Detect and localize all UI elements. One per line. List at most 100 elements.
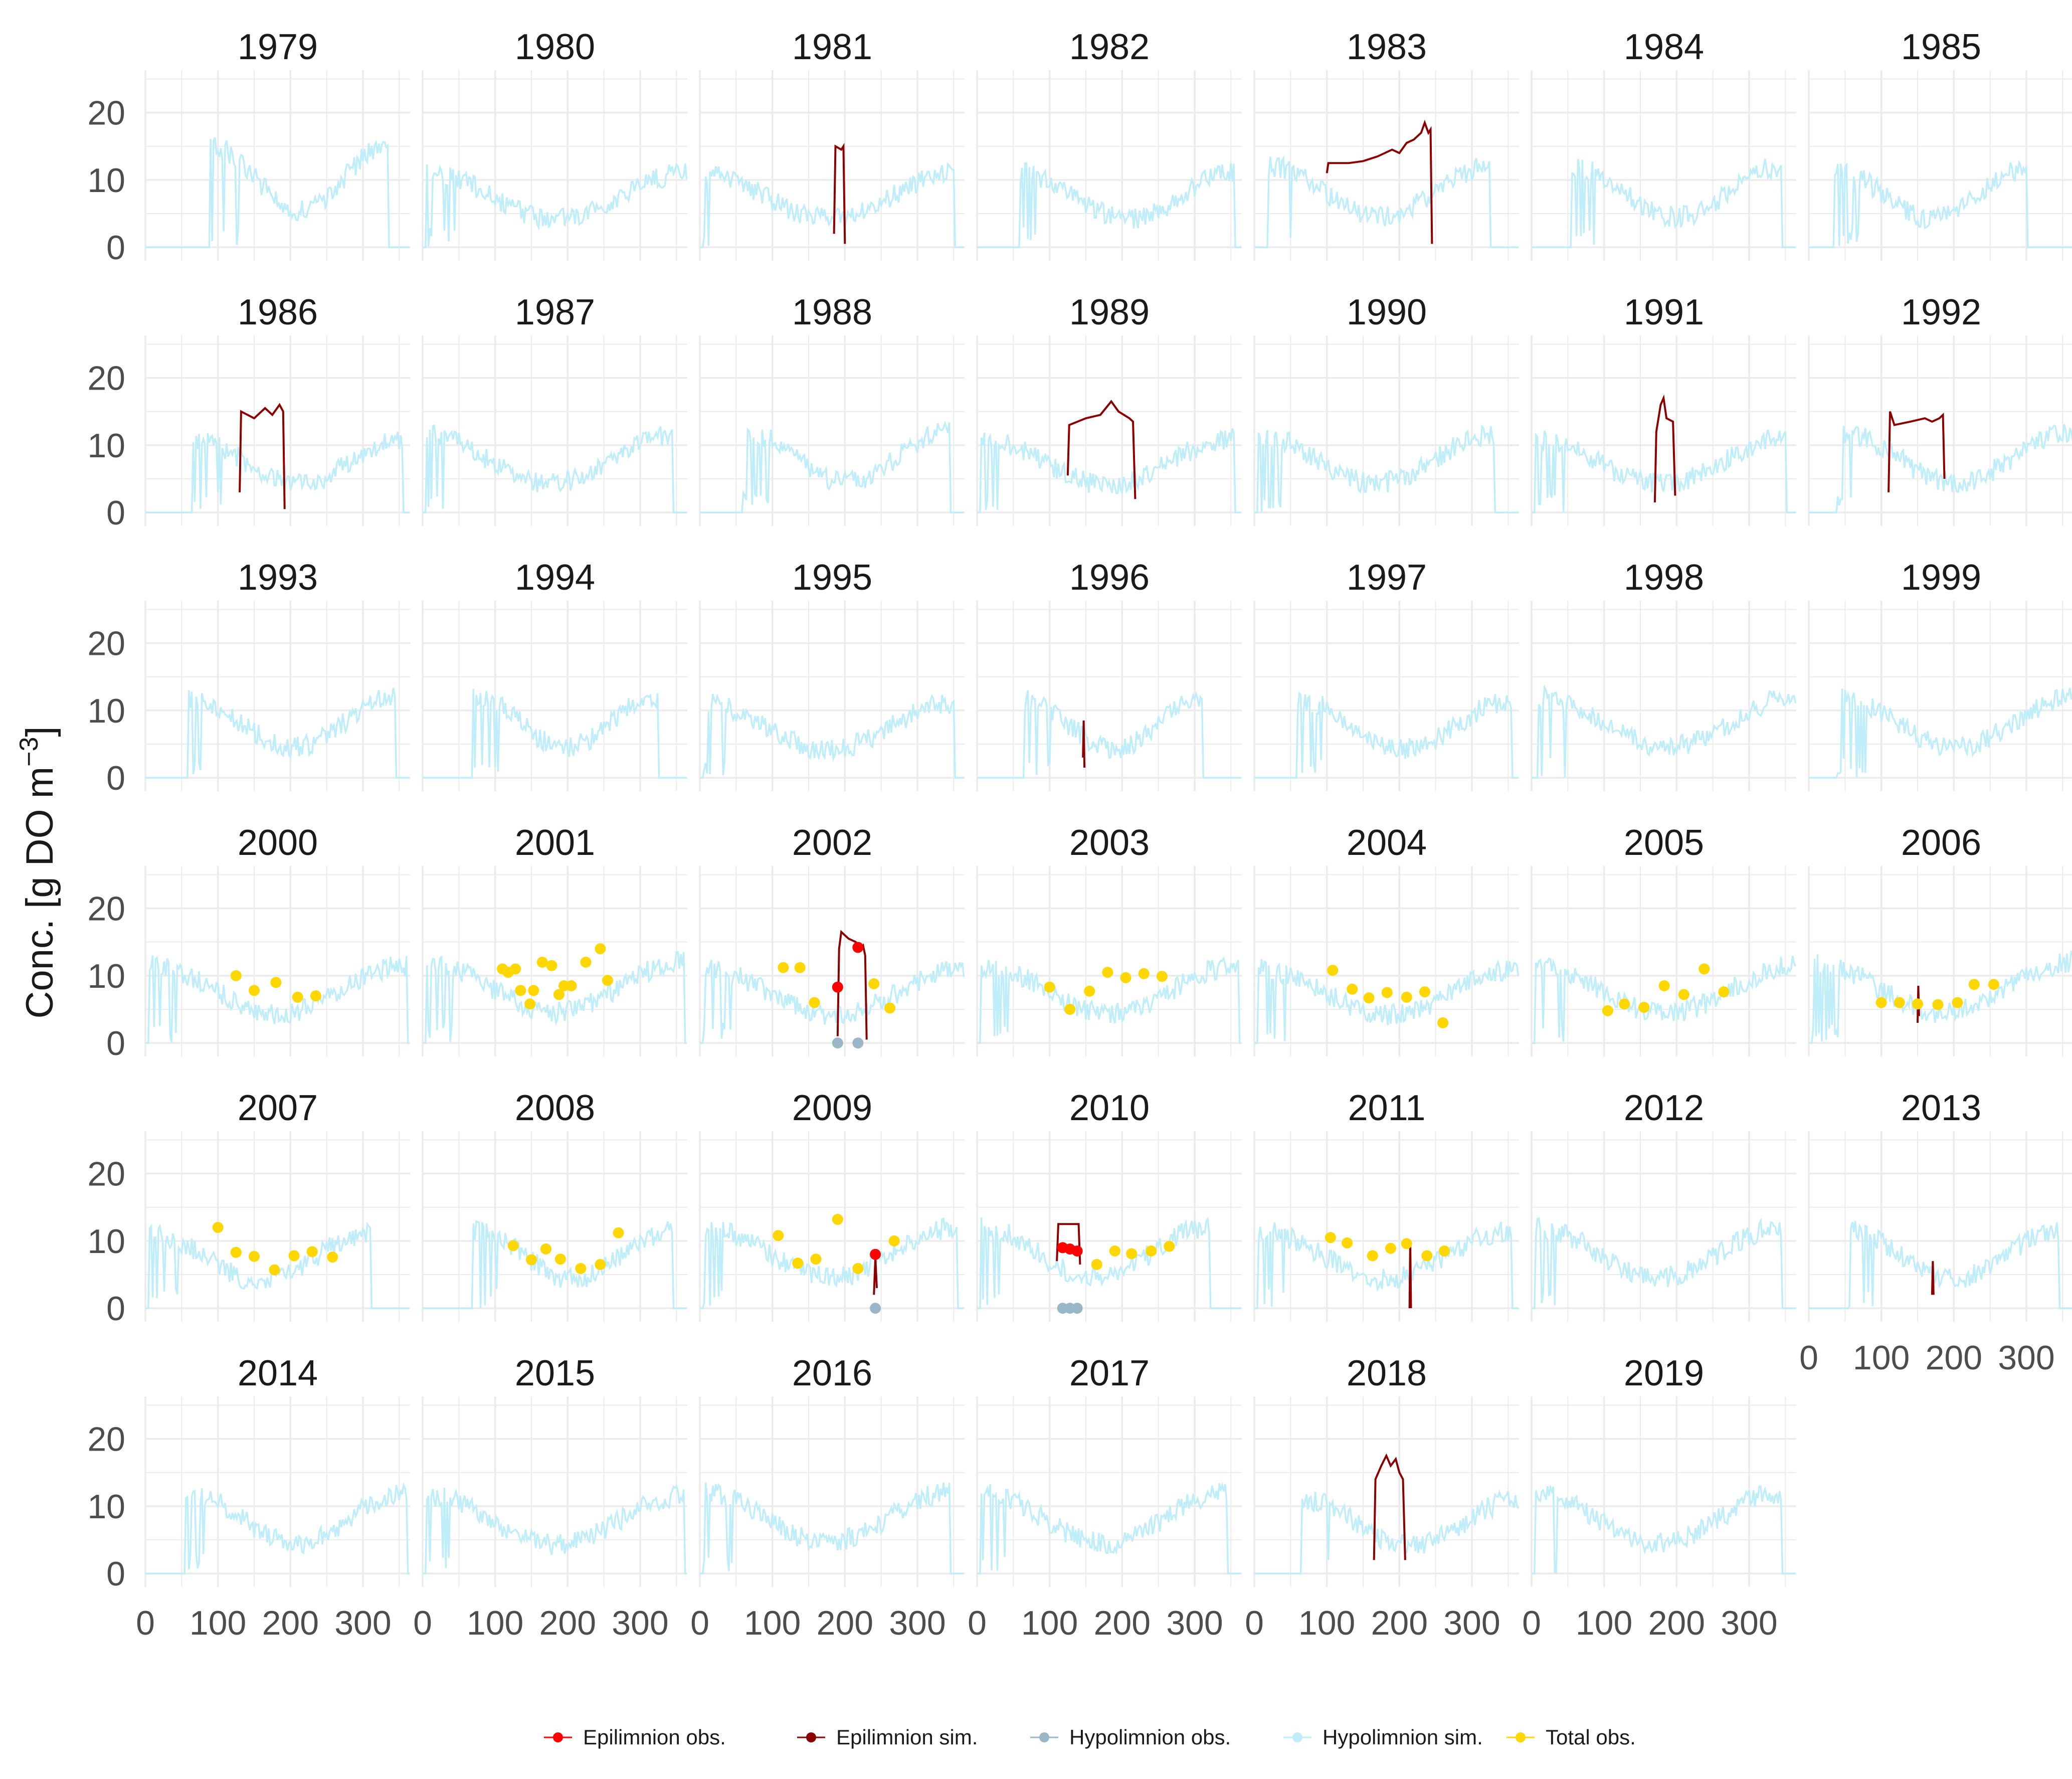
x-tick-label: 200 (262, 1604, 319, 1642)
hypolimnion-sim-line (1532, 956, 1797, 1044)
epilimnion-obs-point (1071, 1246, 1083, 1257)
total-obs-point (1894, 997, 1905, 1008)
total-obs-point (868, 978, 880, 989)
facet-title-1995: 1995 (792, 558, 872, 598)
y-tick-label: 10 (87, 1488, 125, 1526)
total-obs-point (1091, 1259, 1102, 1270)
hypolimnion-sim-line (700, 693, 964, 779)
hypolimnion-sim-line (1254, 155, 1519, 248)
panel-2011: 2011 (1253, 1088, 1519, 1322)
total-obs-point (270, 977, 282, 988)
total-obs-point (1363, 992, 1375, 1004)
total-obs-point (536, 957, 548, 968)
hypolimnion-obs-point (832, 1037, 843, 1049)
total-obs-point (566, 980, 577, 992)
total-obs-point (1401, 991, 1412, 1003)
x-tick-label: 0 (413, 1604, 432, 1642)
total-obs-point (1381, 987, 1393, 998)
panel-2012: 2012 (1531, 1088, 1796, 1322)
hypolimnion-sim-line (423, 1220, 687, 1309)
epilimnion-obs-point (832, 981, 843, 993)
epilimnion-sim-line (873, 1258, 878, 1295)
panel-1985: 1985 (1808, 27, 2072, 261)
hypolimnion-sim-line (1254, 424, 1519, 513)
legend-item: Epilimnion sim. (797, 1725, 978, 1749)
x-tick-label: 300 (334, 1604, 391, 1642)
panel-1984: 1984 (1531, 27, 1796, 261)
total-obs-point (792, 1258, 804, 1269)
panel-1986: 1986 0 10 20 (87, 292, 410, 532)
total-obs-point (327, 1252, 338, 1263)
epilimnion-sim-line (1082, 720, 1086, 768)
x-tick-label: 200 (1926, 1339, 1982, 1377)
facet-title-1994: 1994 (515, 558, 595, 598)
facet-title-2015: 2015 (515, 1353, 595, 1393)
facet-title-2018: 2018 (1347, 1353, 1427, 1393)
x-tick-label: 100 (744, 1604, 801, 1642)
total-obs-point (794, 962, 806, 973)
legend-key-point (553, 1732, 563, 1742)
hypolimnion-sim-line (700, 162, 964, 248)
hypolimnion-obs-point (870, 1303, 881, 1314)
facet-title-2009: 2009 (792, 1088, 872, 1128)
total-obs-point (248, 985, 260, 996)
panel-1993: 1993 0 10 20 (87, 558, 410, 797)
total-obs-point (1385, 1242, 1396, 1254)
x-tick-label: 100 (1298, 1604, 1355, 1642)
panel-2009: 2009 (699, 1088, 965, 1322)
total-obs-point (248, 1251, 260, 1262)
epilimnion-obs-point (852, 942, 864, 953)
total-obs-point (1138, 968, 1150, 979)
x-tick-label: 300 (1166, 1604, 1223, 1642)
y-tick-label: 0 (106, 1290, 125, 1328)
legend-label: Hypolimnion obs. (1069, 1725, 1231, 1749)
panel-2000: 2000 0 10 20 (87, 823, 410, 1062)
x-tick-label: 300 (1998, 1339, 2054, 1377)
facet-title-1983: 1983 (1347, 27, 1427, 67)
y-axis-label-suffix: ] (19, 727, 61, 737)
facet-title-1992: 1992 (1901, 292, 1981, 332)
facet-title-1999: 1999 (1901, 558, 1981, 598)
facet-title-2014: 2014 (238, 1353, 318, 1393)
y-tick-label: 0 (106, 494, 125, 532)
total-obs-point (1401, 1238, 1412, 1250)
total-obs-point (507, 1240, 519, 1252)
hypolimnion-sim-line (977, 1482, 1241, 1574)
facet-title-1984: 1984 (1624, 27, 1704, 67)
total-obs-point (1912, 998, 1923, 1010)
total-obs-point (1084, 985, 1095, 997)
facet-title-1990: 1990 (1347, 292, 1427, 332)
legend-item: Epilimnion obs. (544, 1725, 726, 1749)
panel-1988: 1988 (699, 292, 965, 526)
panel-2010: 2010 (976, 1088, 1242, 1322)
total-obs-point (292, 991, 303, 1003)
total-obs-point (809, 997, 820, 1008)
y-tick-label: 10 (87, 161, 125, 200)
hypolimnion-sim-line (977, 1216, 1241, 1309)
panel-1997: 1997 (1253, 558, 1519, 791)
facet-title-2002: 2002 (792, 823, 872, 863)
total-obs-point (1619, 998, 1630, 1010)
hypolimnion-sim-line (1532, 429, 1796, 513)
facet-title-2016: 2016 (792, 1353, 872, 1393)
total-obs-point (773, 1230, 784, 1241)
total-obs-point (1678, 989, 1689, 1000)
facet-title-2019: 2019 (1624, 1353, 1704, 1393)
total-obs-point (884, 1002, 896, 1014)
panel-2017: 2017 0 100 200 300 (968, 1353, 1242, 1642)
facet-title-2004: 2004 (1347, 823, 1427, 863)
panel-2013: 2013 0 100 200 300 (1799, 1088, 2072, 1377)
panel-1999: 1999 (1808, 558, 2072, 791)
hypolimnion-sim-line (1254, 959, 1520, 1044)
x-tick-label: 300 (889, 1604, 946, 1642)
epilimnion-obs-point (870, 1249, 881, 1260)
legend-key-point (1292, 1732, 1302, 1742)
y-axis-label: Conc. [g DO m−3] (15, 727, 61, 1019)
total-obs-point (230, 1247, 242, 1258)
epilimnion-sim-line (1066, 400, 1137, 499)
total-obs-point (1602, 1005, 1613, 1016)
panel-1998: 1998 (1531, 558, 1797, 791)
facet-title-2006: 2006 (1901, 823, 1981, 863)
total-obs-point (595, 1259, 606, 1270)
panel-2019: 2019 0 100 200 300 (1522, 1353, 1796, 1642)
